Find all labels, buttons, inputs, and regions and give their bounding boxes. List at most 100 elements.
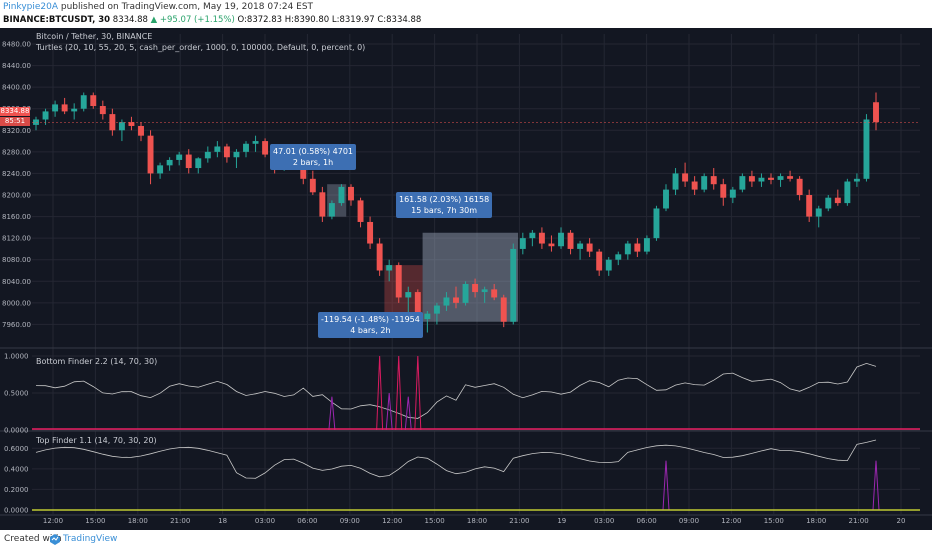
candle-body	[118, 122, 125, 131]
bottom-spike	[395, 355, 403, 431]
tf-tick-label: 0.4000	[4, 465, 29, 473]
candle-body	[548, 243, 555, 247]
time-tick-label: 19	[557, 517, 566, 525]
price-tick-label: 8200.00	[2, 192, 31, 200]
bf-tick-label: 1.0000	[4, 353, 29, 361]
candle-body	[443, 297, 450, 306]
price-tick-label: 8400.00	[2, 84, 31, 92]
time-tick-label: 12:00	[382, 517, 402, 525]
candle-body	[853, 178, 860, 182]
chart-area[interactable]: 8480.008440.008400.008360.008320.008280.…	[0, 28, 932, 530]
time-tick-label: 15:00	[425, 517, 445, 525]
candle-body	[243, 143, 249, 152]
candle-body	[376, 243, 383, 271]
time-tick-label: 18:00	[467, 517, 487, 525]
close-value: C:8334.88	[377, 15, 422, 25]
bottom-finder-legend[interactable]: Bottom Finder 2.2 (14, 70, 30)	[36, 357, 158, 366]
time-tick-label: 09:00	[340, 517, 360, 525]
candle-body	[653, 208, 660, 239]
candle-body	[825, 197, 832, 209]
candle-body	[157, 165, 164, 174]
last-price-tag: 8334.88	[0, 107, 30, 116]
candle-body	[309, 178, 316, 193]
candle-body	[873, 102, 879, 123]
strategy-legend[interactable]: Turtles (20, 10, 55, 20, 5, cash_per_ord…	[36, 43, 366, 52]
created-with-text: Created with	[4, 534, 62, 544]
tradingview-brand-link[interactable]: TradingView	[63, 534, 118, 544]
candle-body	[519, 238, 526, 249]
price-tick-label: 8320.00	[2, 127, 31, 135]
last-price: 8334.88	[112, 15, 148, 25]
candle-body	[672, 173, 679, 190]
candle-body	[815, 208, 822, 217]
candle-body	[462, 283, 469, 303]
price-tick-label: 8000.00	[2, 299, 31, 307]
tf-tick-label: 0.6000	[4, 445, 29, 453]
candle-body	[348, 186, 354, 201]
candle-body	[414, 292, 421, 320]
candle-body	[758, 177, 765, 182]
price-tick-label: 7960.00	[2, 321, 31, 329]
candle-body	[61, 104, 68, 112]
candle-body	[682, 173, 689, 182]
candle-body	[195, 158, 202, 169]
candle-body	[367, 221, 374, 244]
candle-body	[510, 248, 517, 322]
candle-body	[729, 189, 736, 198]
candle-body	[586, 243, 593, 252]
chart-header: Pinkypie20A published on TradingView.com…	[0, 0, 932, 28]
time-tick-label: 06:00	[637, 517, 657, 525]
bottom-spike	[328, 396, 336, 431]
time-tick-label: 21:00	[170, 517, 190, 525]
candle-body	[777, 176, 784, 180]
top-finder-legend[interactable]: Top Finder 1.1 (14, 70, 30, 20)	[36, 436, 157, 445]
trade-tooltip-2: 161.58 (2.03%) 16158 15 bars, 7h 30m	[396, 192, 493, 218]
candle-body	[42, 111, 49, 120]
candle-body	[90, 95, 97, 107]
candle-body	[223, 146, 230, 158]
bottom-spike	[376, 355, 384, 431]
candle-body	[405, 292, 412, 298]
tf-tick-label: 0.2000	[4, 486, 29, 494]
candle-body	[796, 178, 803, 195]
bf-tick-label: 0.0000	[4, 427, 29, 435]
time-tick-label: 06:00	[297, 517, 317, 525]
candle-body	[624, 243, 631, 255]
price-tick-label: 8280.00	[2, 148, 31, 156]
top-finder-line	[35, 439, 877, 479]
price-change: ▲ +95.07 (+1.15%)	[150, 15, 235, 25]
time-tick-label: 21:00	[849, 517, 869, 525]
candle-body	[643, 238, 650, 252]
ohlc-line: BINANCE:BTCUSDT, 30 8334.88 ▲ +95.07 (+1…	[3, 15, 421, 25]
bf-tick-label: 0.5000	[4, 390, 29, 398]
tooltip-1-line2: 2 bars, 1h	[292, 158, 334, 167]
time-tick-label: 03:00	[594, 517, 614, 525]
secondary-price-tag: 85:51	[0, 117, 30, 126]
price-tick-label: 8160.00	[2, 213, 31, 221]
candle-body	[80, 95, 87, 109]
time-tick-label: 09:00	[679, 517, 699, 525]
candle-body	[863, 119, 870, 179]
candle-body	[138, 125, 144, 136]
candle-body	[262, 141, 269, 155]
author-link[interactable]: Pinkypie20A	[3, 2, 59, 12]
candle-body	[844, 181, 851, 204]
price-tick-label: 8480.00	[2, 41, 31, 49]
price-tick-label: 8440.00	[2, 62, 31, 70]
high-value: H:8390.80	[284, 15, 330, 25]
bottom-spike	[404, 396, 412, 431]
candle-body	[176, 154, 183, 160]
candle-body	[71, 108, 78, 112]
trade-tooltip-1: 47.01 (0.58%) 4701 2 bars, 1h	[270, 144, 357, 170]
top-spike	[662, 460, 670, 511]
candle-body	[214, 146, 221, 152]
candle-body	[634, 243, 641, 252]
candle-body	[204, 151, 211, 159]
candle-body	[500, 297, 507, 322]
chart-canvas[interactable]: 8480.008440.008400.008360.008320.008280.…	[0, 28, 932, 530]
candle-body	[319, 192, 326, 217]
time-tick-label: 12:00	[721, 517, 741, 525]
time-tick-label: 15:00	[764, 517, 784, 525]
price-tick-label: 8240.00	[2, 170, 31, 178]
candle-body	[433, 305, 440, 314]
